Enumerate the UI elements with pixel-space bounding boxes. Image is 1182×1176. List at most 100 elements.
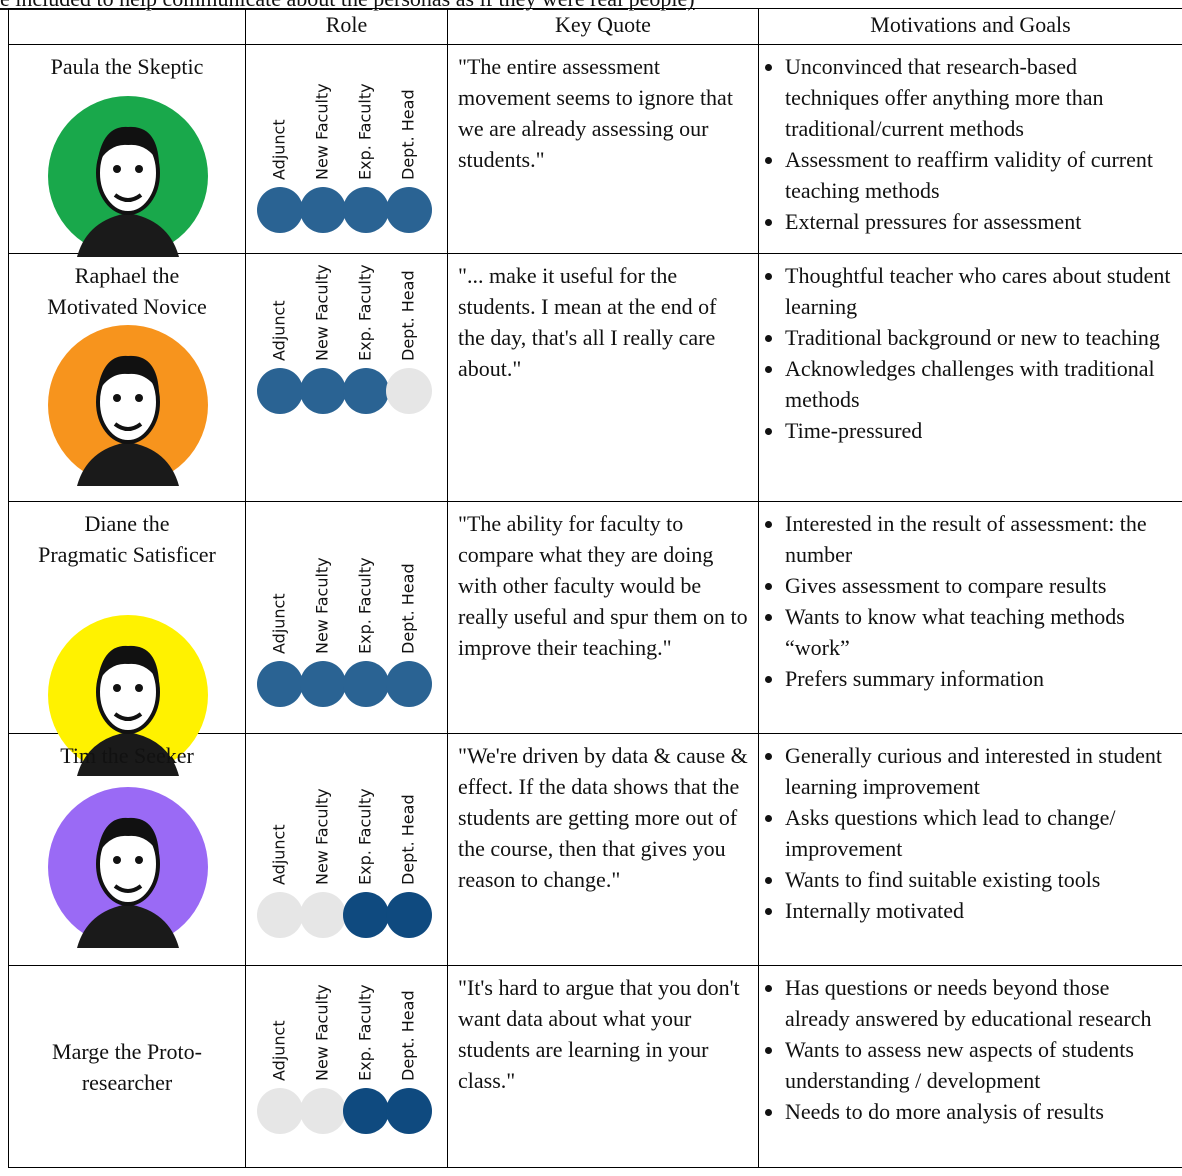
role-label: Adjunct <box>270 300 289 361</box>
persona-name: Marge the Proto-researcher <box>9 966 245 1098</box>
goal-item: Unconvinced that research-based techniqu… <box>785 51 1176 144</box>
goals-list: Generally curious and interested in stud… <box>759 734 1182 926</box>
goals-cell: Has questions or needs beyond those alre… <box>758 965 1182 1168</box>
key-quote: "The ability for faculty to compare what… <box>458 511 748 660</box>
portrait-eye <box>113 684 121 692</box>
portrait-eye <box>113 856 121 864</box>
role-graphic: Adjunct New Faculty Exp. Faculty Dept. Head <box>257 83 432 233</box>
persona-table: Role Key Quote Motivations and Goals Pau… <box>8 8 1182 1168</box>
goals-cell: Unconvinced that research-based techniqu… <box>758 44 1182 254</box>
persona-cell: Paula the Skeptic <box>8 44 246 257</box>
portrait-mouth <box>113 884 143 893</box>
portrait-hair <box>97 355 159 394</box>
portrait <box>48 787 208 948</box>
portrait-hair <box>97 126 159 165</box>
role-dot <box>386 661 432 707</box>
role-dot <box>343 187 389 233</box>
persona-cell: Raphael the Motivated Novice <box>8 253 246 502</box>
key-quote: "We're driven by data & cause & effect. … <box>458 743 748 892</box>
goals-cell: Interested in the result of assessment: … <box>758 501 1182 734</box>
role-dot <box>300 661 346 707</box>
goals-cell: Generally curious and interested in stud… <box>758 733 1182 966</box>
portrait-mouth <box>113 422 143 431</box>
goals-list: Has questions or needs beyond those alre… <box>759 966 1182 1127</box>
name-line: Diane the <box>84 511 170 536</box>
name-line: Pragmatic Satisficer <box>38 542 216 567</box>
persona-name: Raphael the Motivated Novice <box>9 254 245 322</box>
goal-item: Traditional background or new to teachin… <box>785 322 1176 353</box>
goal-item: Needs to do more analysis of results <box>785 1096 1176 1127</box>
persona-row: Raphael the Motivated Novice Adjunct New Fa… <box>8 253 1182 502</box>
role-dot <box>386 187 432 233</box>
goal-item: Generally curious and interested in stud… <box>785 740 1176 802</box>
role-label: New Faculty <box>313 557 332 654</box>
role-label: Exp. Faculty <box>356 264 375 361</box>
role-dot <box>300 1088 346 1134</box>
persona-cell: Marge the Proto-researcher <box>8 965 246 1168</box>
persona-row: Marge the Proto-researcher Adjunct New Fac… <box>8 965 1182 1168</box>
role-label: Dept. Head <box>399 89 418 180</box>
portrait <box>48 96 208 257</box>
name-line: researcher <box>81 1070 173 1095</box>
role-label: Adjunct <box>270 824 289 885</box>
role-dot <box>257 1088 303 1134</box>
persona-cell: Diane the Pragmatic Satisficer <box>8 501 246 776</box>
goals-list: Thoughtful teacher who cares about stude… <box>759 254 1182 446</box>
portrait-shoulders <box>77 904 179 948</box>
goal-item: Wants to assess new aspects of students … <box>785 1034 1176 1096</box>
role-label: Exp. Faculty <box>356 788 375 885</box>
role-label: Adjunct <box>270 593 289 654</box>
persona-row: Tim the Seeker Adjunct New Faculty Exp. Fac… <box>8 733 1182 966</box>
key-quote: "... make it useful for the students. I … <box>458 263 717 381</box>
portrait-eye <box>135 684 143 692</box>
role-graphic: Adjunct New Faculty Exp. Faculty Dept. Head <box>257 984 432 1134</box>
key-quote: "It's hard to argue that you don't want … <box>458 975 740 1093</box>
role-cell: Adjunct New Faculty Exp. Faculty Dept. Head <box>245 733 448 966</box>
goal-item: Prefers summary information <box>785 663 1176 694</box>
role-label: Dept. Head <box>399 794 418 885</box>
quote-cell: "It's hard to argue that you don't want … <box>447 965 759 1168</box>
role-dot <box>300 187 346 233</box>
role-graphic: Adjunct New Faculty Exp. Faculty Dept. Head <box>257 557 432 707</box>
goal-item: Wants to know what teaching methods “wor… <box>785 601 1176 663</box>
portrait-eye <box>135 394 143 402</box>
goal-item: External pressures for assessment <box>785 206 1176 237</box>
column-header: Motivations and Goals <box>758 8 1182 45</box>
goal-item: Internally motivated <box>785 895 1176 926</box>
quote-cell: "We're driven by data & cause & effect. … <box>447 733 759 966</box>
portrait-hair <box>97 645 159 684</box>
role-label: New Faculty <box>313 83 332 180</box>
role-dot <box>343 1088 389 1134</box>
role-dot <box>257 892 303 938</box>
name-line: Tim the Seeker <box>60 743 194 768</box>
goals-list: Unconvinced that research-based techniqu… <box>759 45 1182 237</box>
name-line: Marge the Proto- <box>52 1039 202 1064</box>
role-dot <box>300 368 346 414</box>
portrait-shoulders <box>77 213 179 257</box>
role-dot <box>386 1088 432 1134</box>
role-label: Dept. Head <box>399 563 418 654</box>
persona-row: Paula the Skeptic Adjunct New Faculty Exp. … <box>8 44 1182 257</box>
persona-cell: Tim the Seeker <box>8 733 246 966</box>
column-header: Role <box>245 8 448 45</box>
goal-item: Interested in the result of assessment: … <box>785 508 1176 570</box>
role-dot <box>343 661 389 707</box>
role-dot <box>257 661 303 707</box>
role-graphic: Adjunct New Faculty Exp. Faculty Dept. Head <box>257 264 432 414</box>
goal-item: Asks questions which lead to change/ imp… <box>785 802 1176 864</box>
quote-cell: "The entire assessment movement seems to… <box>447 44 759 254</box>
portrait-shoulders <box>77 442 179 486</box>
persona-name: Tim the Seeker <box>9 734 245 771</box>
role-label: Dept. Head <box>399 990 418 1081</box>
role-cell: Adjunct New Faculty Exp. Faculty Dept. Head <box>245 965 448 1168</box>
role-cell: Adjunct New Faculty Exp. Faculty Dept. Head <box>245 501 448 734</box>
role-label: Exp. Faculty <box>356 557 375 654</box>
role-cell: Adjunct New Faculty Exp. Faculty Dept. Head <box>245 44 448 254</box>
name-line: Paula the Skeptic <box>50 54 204 79</box>
role-graphic: Adjunct New Faculty Exp. Faculty Dept. Head <box>257 788 432 938</box>
role-cell: Adjunct New Faculty Exp. Faculty Dept. Head <box>245 253 448 502</box>
goals-list: Interested in the result of assessment: … <box>759 502 1182 694</box>
portrait-mouth <box>113 712 143 721</box>
caption: e included to help communicate about the… <box>0 0 695 12</box>
